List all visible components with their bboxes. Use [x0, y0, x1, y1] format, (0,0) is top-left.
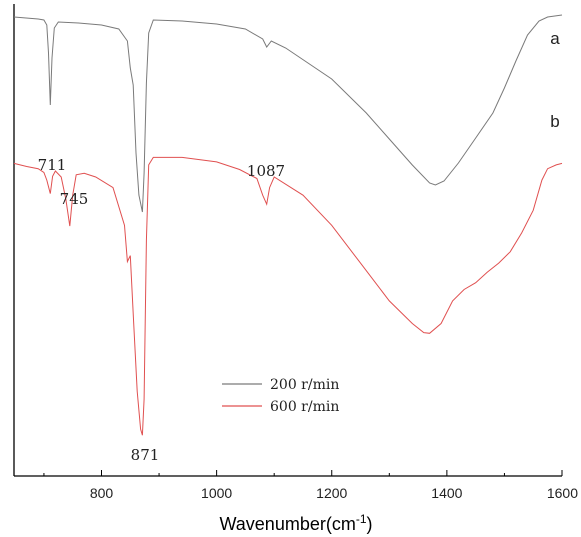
series-layer	[13, 14, 563, 436]
x-tick-label: 1400	[431, 485, 462, 501]
peak-label: 871	[131, 446, 160, 464]
legend: 200 r/min 600 r/min	[222, 377, 339, 415]
x-tick-label: 1000	[201, 485, 232, 501]
axes: 800 1000 1200 1400 1600	[13, 4, 578, 501]
x-tick-label: 1200	[316, 485, 347, 501]
peak-label: 745	[60, 190, 89, 208]
peak-label: 1087	[247, 162, 285, 180]
series-line-a	[13, 14, 563, 213]
x-tick-label: 800	[90, 485, 114, 501]
x-axis-title: Wavenumber(cm-1)	[219, 512, 372, 534]
peak-label: 711	[38, 156, 67, 174]
labels-layer: a b 711 745 871 1087	[38, 29, 561, 464]
curve-label-a: a	[550, 29, 560, 48]
legend-entry: 200 r/min	[270, 377, 339, 393]
x-tick-label: 1600	[547, 485, 578, 501]
legend-entry: 600 r/min	[270, 399, 339, 415]
curve-label-b: b	[550, 112, 559, 131]
series-line-b	[13, 156, 563, 436]
